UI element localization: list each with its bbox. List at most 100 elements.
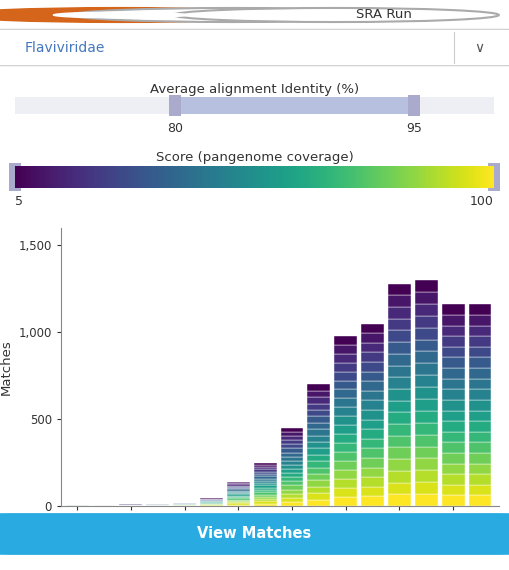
- Bar: [388, 471, 411, 483]
- Bar: [469, 484, 491, 495]
- Bar: [254, 470, 276, 472]
- Bar: [469, 304, 491, 315]
- Bar: [334, 443, 357, 452]
- Bar: [469, 463, 491, 474]
- Bar: [361, 429, 384, 439]
- Bar: [307, 435, 330, 442]
- Bar: [307, 410, 330, 416]
- Bar: [307, 404, 330, 410]
- Bar: [388, 295, 411, 307]
- Bar: [254, 492, 276, 495]
- Bar: [280, 477, 303, 481]
- Bar: [415, 411, 438, 423]
- FancyBboxPatch shape: [9, 163, 21, 191]
- Bar: [442, 431, 465, 442]
- Bar: [307, 455, 330, 461]
- Bar: [254, 488, 276, 490]
- Bar: [280, 473, 303, 477]
- Bar: [280, 457, 303, 461]
- Bar: [442, 347, 465, 357]
- Bar: [227, 503, 250, 504]
- FancyBboxPatch shape: [488, 163, 500, 191]
- Bar: [280, 428, 303, 432]
- Bar: [442, 325, 465, 336]
- Bar: [469, 368, 491, 378]
- Text: ∨: ∨: [474, 40, 484, 55]
- Bar: [469, 495, 491, 506]
- FancyBboxPatch shape: [408, 95, 420, 116]
- Bar: [307, 384, 330, 391]
- Bar: [227, 487, 250, 488]
- Circle shape: [53, 12, 186, 18]
- Bar: [415, 423, 438, 435]
- Bar: [334, 408, 357, 416]
- Bar: [361, 410, 384, 420]
- Bar: [334, 452, 357, 461]
- Bar: [227, 495, 250, 496]
- Bar: [442, 463, 465, 474]
- Bar: [254, 497, 276, 499]
- Bar: [334, 497, 357, 506]
- Bar: [388, 459, 411, 471]
- FancyBboxPatch shape: [175, 97, 414, 114]
- Bar: [415, 494, 438, 506]
- Bar: [254, 477, 276, 479]
- X-axis label: % Identity: % Identity: [246, 534, 314, 547]
- Text: 80: 80: [166, 122, 183, 135]
- FancyBboxPatch shape: [168, 95, 181, 116]
- FancyBboxPatch shape: [0, 29, 509, 66]
- Text: Flaviviridae: Flaviviridae: [25, 40, 105, 55]
- Bar: [227, 499, 250, 501]
- Bar: [388, 319, 411, 331]
- Bar: [361, 458, 384, 467]
- Bar: [254, 479, 276, 481]
- Bar: [307, 467, 330, 474]
- Bar: [361, 449, 384, 458]
- Bar: [307, 499, 330, 506]
- Bar: [361, 467, 384, 477]
- Bar: [469, 357, 491, 368]
- Bar: [361, 420, 384, 429]
- Bar: [280, 432, 303, 436]
- Bar: [469, 421, 491, 431]
- Bar: [415, 304, 438, 316]
- Bar: [415, 399, 438, 411]
- Bar: [388, 447, 411, 459]
- Bar: [442, 410, 465, 421]
- Bar: [361, 381, 384, 391]
- Bar: [254, 495, 276, 497]
- Bar: [307, 391, 330, 397]
- Bar: [415, 387, 438, 399]
- Bar: [442, 389, 465, 400]
- Bar: [442, 421, 465, 431]
- Bar: [469, 442, 491, 453]
- Bar: [334, 479, 357, 488]
- Bar: [469, 315, 491, 325]
- Bar: [254, 504, 276, 506]
- Bar: [415, 446, 438, 458]
- Bar: [307, 423, 330, 429]
- Bar: [388, 365, 411, 377]
- Bar: [227, 496, 250, 497]
- Bar: [227, 493, 250, 495]
- Circle shape: [71, 8, 397, 22]
- Bar: [415, 280, 438, 292]
- Bar: [334, 488, 357, 497]
- Bar: [280, 436, 303, 440]
- Text: Average alignment Identity (%): Average alignment Identity (%): [150, 83, 359, 96]
- Bar: [334, 470, 357, 479]
- Bar: [254, 490, 276, 492]
- Bar: [280, 449, 303, 453]
- Bar: [469, 336, 491, 347]
- Bar: [254, 499, 276, 502]
- Text: GenBank: GenBank: [254, 9, 315, 22]
- Bar: [280, 490, 303, 494]
- Bar: [334, 381, 357, 389]
- Bar: [469, 410, 491, 421]
- Bar: [469, 389, 491, 400]
- Bar: [254, 481, 276, 483]
- Bar: [227, 488, 250, 490]
- Bar: [334, 336, 357, 345]
- Text: 100: 100: [470, 195, 494, 208]
- Bar: [415, 352, 438, 363]
